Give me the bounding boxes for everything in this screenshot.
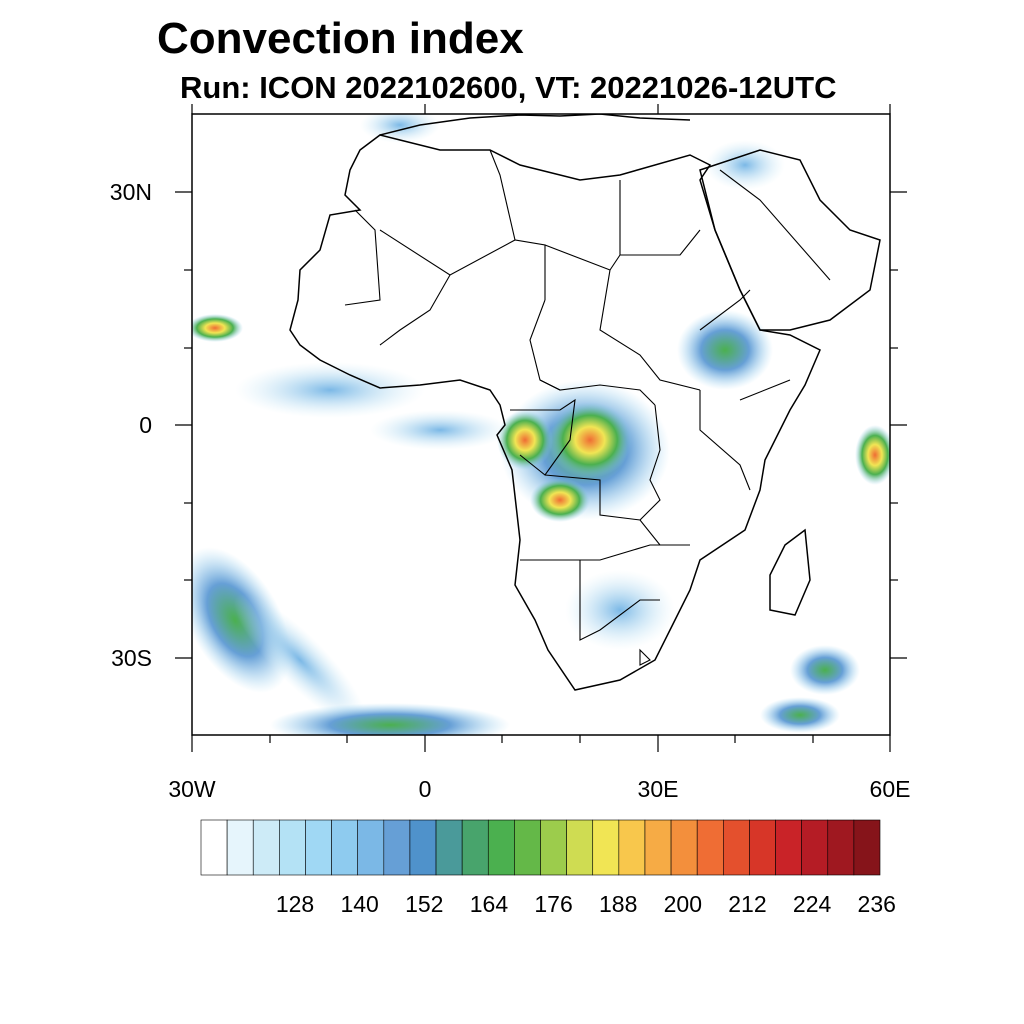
map-field xyxy=(192,114,890,735)
colorbar-box xyxy=(487,819,515,876)
redsea-convection xyxy=(705,140,785,190)
colorbar-box xyxy=(749,819,776,876)
lon-label-0: 0 xyxy=(419,776,432,802)
gulf-guinea xyxy=(370,410,510,450)
atlantic-south xyxy=(270,703,510,735)
colorbar-box xyxy=(435,819,463,876)
colorbar-box xyxy=(566,819,594,876)
lon-label-30w: 30W xyxy=(168,776,216,802)
colorbar-box xyxy=(200,819,228,876)
colorbar-box xyxy=(723,819,750,876)
colorbar-labels: 128 140 152 164 176 188 200 212 224 236 xyxy=(276,891,896,917)
colorbar-box xyxy=(853,819,881,876)
axis-ticks xyxy=(175,104,907,752)
colorbar-tick-label: 212 xyxy=(728,891,766,917)
colorbar-tick-label: 164 xyxy=(470,891,509,917)
colorbar-box xyxy=(827,819,855,876)
colorbar-tick-label: 188 xyxy=(599,891,637,917)
colorbar-box xyxy=(279,819,306,876)
ethiopia-convection xyxy=(677,310,773,390)
colorbar-box xyxy=(226,819,254,876)
congo-core xyxy=(548,402,632,478)
westafrica-coast xyxy=(235,362,425,418)
colorbar-box xyxy=(305,819,332,876)
colorbar-box xyxy=(618,819,646,876)
lat-label-0: 0 xyxy=(139,412,152,438)
colorbar-box xyxy=(696,819,724,876)
southeast-ocean xyxy=(760,697,840,733)
chart-title: Convection index xyxy=(157,14,524,63)
lat-label-30n: 30N xyxy=(110,179,152,205)
gabon-core xyxy=(497,410,553,470)
colorbar-box xyxy=(801,819,829,876)
atlantic-north xyxy=(192,314,243,342)
colorbar-tick-label: 140 xyxy=(340,891,378,917)
colorbar-tick-label: 128 xyxy=(276,891,314,917)
madagascar xyxy=(769,528,811,616)
colorbar-boxes xyxy=(200,819,881,876)
colorbar-box xyxy=(252,819,280,876)
lon-label-30e: 30E xyxy=(638,776,679,802)
colorbar-box xyxy=(461,819,489,876)
colorbar-box xyxy=(592,819,620,876)
colorbar-box xyxy=(514,819,541,876)
colorbar-tick-label: 176 xyxy=(534,891,572,917)
angola-core xyxy=(530,478,590,522)
colorbar-box xyxy=(775,819,802,876)
lat-label-30s: 30S xyxy=(111,645,152,671)
chart-subtitle: Run: ICON 2022102600, VT: 20221026-12UTC xyxy=(180,70,837,105)
colorbar-box xyxy=(357,819,385,876)
coastlines xyxy=(289,114,881,691)
country-borders xyxy=(344,149,831,666)
madagascar-east xyxy=(790,645,860,695)
colorbar-box xyxy=(331,819,358,876)
colorbar-box xyxy=(409,819,437,876)
lon-label-60e: 60E xyxy=(870,776,911,802)
colorbar-tick-label: 152 xyxy=(405,891,443,917)
atlantic-band-2 xyxy=(233,593,367,727)
indian-ocean-core xyxy=(855,425,890,485)
colorbar-box xyxy=(644,819,672,876)
colorbar-tick-label: 224 xyxy=(793,891,832,917)
colorbar-box xyxy=(540,819,567,876)
southern-africa-convection xyxy=(565,570,675,650)
colorbar-tick-label: 200 xyxy=(664,891,702,917)
colorbar-box xyxy=(383,819,411,876)
colorbar-tick-label: 236 xyxy=(858,891,896,917)
colorbar-box xyxy=(670,819,698,876)
